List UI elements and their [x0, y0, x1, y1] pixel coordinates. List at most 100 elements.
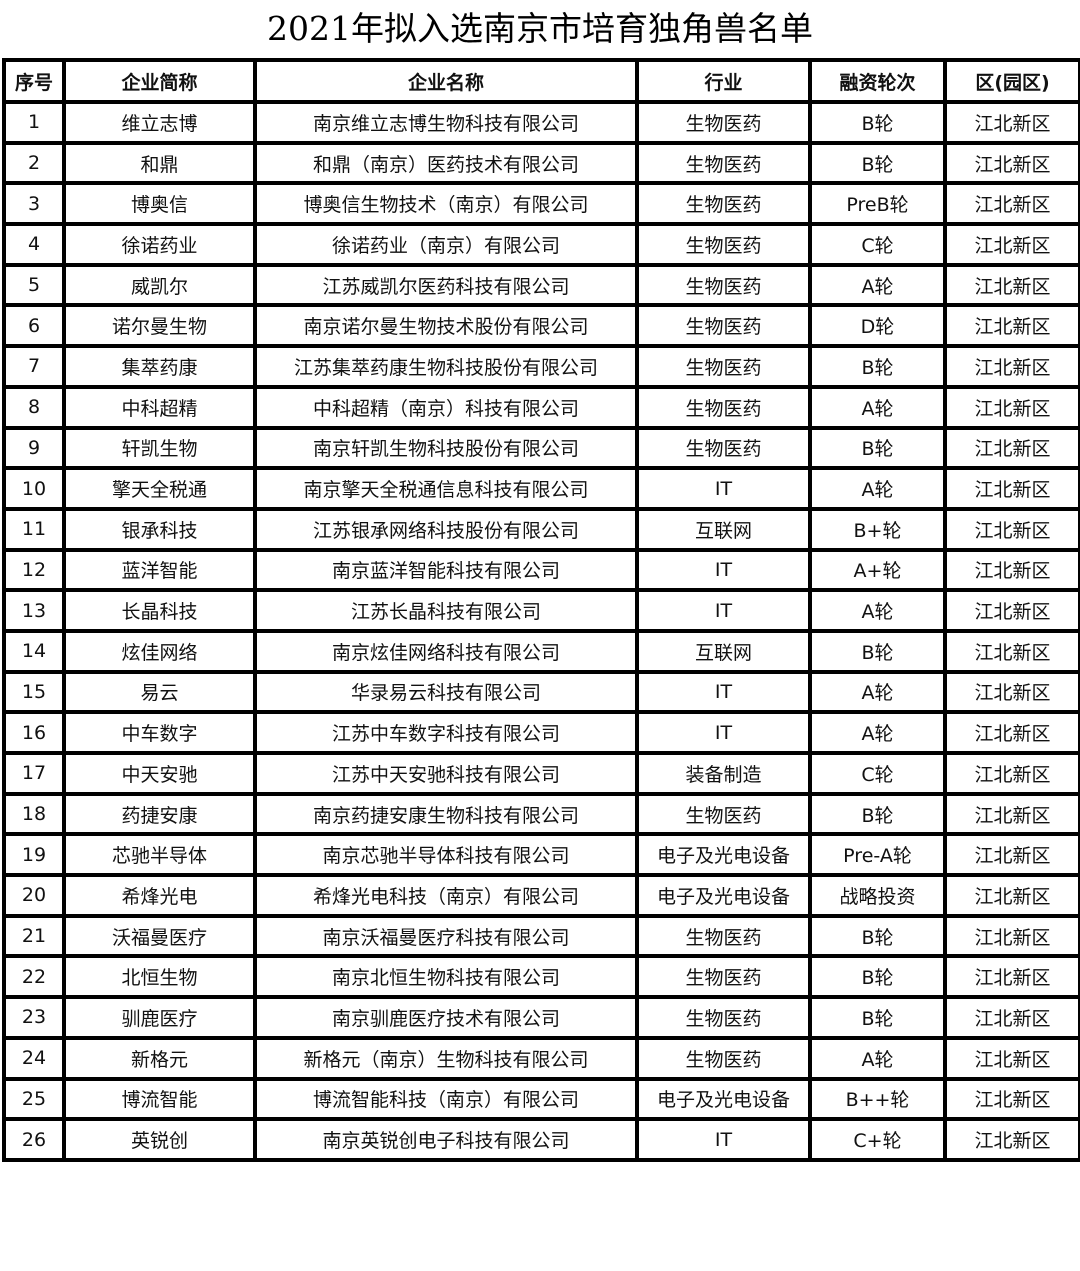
cell-industry: 装备制造 — [635, 751, 812, 796]
cell-industry: 电子及光电设备 — [635, 832, 812, 878]
cell-short-name: 博流智能 — [62, 1076, 257, 1122]
cell-short-name: 中科超精 — [62, 384, 257, 430]
cell-index: 5 — [2, 262, 66, 308]
table-row: 18 药捷安康 南京药捷安康生物科技有限公司 生物医药 B轮 江北新区 — [2, 791, 1080, 837]
table-row: 9 轩凯生物 南京轩凯生物科技股份有限公司 生物医药 B轮 江北新区 — [2, 425, 1080, 471]
cell-funding-round: B轮 — [808, 791, 947, 837]
cell-short-name: 博奥信 — [62, 181, 257, 227]
cell-district: 江北新区 — [943, 669, 1080, 715]
cell-index: 20 — [2, 873, 66, 918]
cell-company-name: 博流智能科技（南京）有限公司 — [253, 1076, 639, 1122]
table-row: 24 新格元 新格元（南京）生物科技有限公司 生物医药 A轮 江北新区 — [2, 1035, 1080, 1081]
table-row: 10 擎天全税通 南京擎天全税通信息科技有限公司 IT A轮 江北新区 — [2, 466, 1080, 511]
cell-index: 19 — [2, 832, 66, 878]
cell-index: 22 — [2, 954, 66, 1000]
cell-company-name: 南京擎天全税通信息科技有限公司 — [253, 466, 639, 511]
cell-company-name: 南京驯鹿医疗技术有限公司 — [253, 995, 639, 1040]
cell-district: 江北新区 — [943, 425, 1080, 471]
cell-index: 1 — [2, 100, 66, 145]
cell-industry: 生物医药 — [635, 303, 812, 349]
cell-short-name: 集萃药康 — [62, 344, 257, 389]
cell-index: 3 — [2, 181, 66, 227]
cell-district: 江北新区 — [943, 262, 1080, 308]
cell-district: 江北新区 — [943, 913, 1080, 959]
cell-company-name: 南京北恒生物科技有限公司 — [253, 954, 639, 1000]
cell-index: 25 — [2, 1076, 66, 1122]
cell-company-name: 南京维立志博生物科技有限公司 — [253, 100, 639, 145]
cell-funding-round: B轮 — [808, 344, 947, 389]
table-row: 23 驯鹿医疗 南京驯鹿医疗技术有限公司 生物医药 B轮 江北新区 — [2, 995, 1080, 1040]
cell-index: 13 — [2, 588, 66, 633]
cell-district: 江北新区 — [943, 751, 1080, 796]
cell-index: 23 — [2, 995, 66, 1040]
table-row: 6 诺尔曼生物 南京诺尔曼生物技术股份有限公司 生物医药 D轮 江北新区 — [2, 303, 1080, 349]
cell-funding-round: B轮 — [808, 995, 947, 1040]
cell-industry: 生物医药 — [635, 140, 812, 186]
cell-company-name: 南京炫佳网络科技有限公司 — [253, 628, 639, 674]
cell-district: 江北新区 — [943, 710, 1080, 755]
table-row: 2 和鼎 和鼎（南京）医药技术有限公司 生物医药 B轮 江北新区 — [2, 140, 1080, 186]
cell-industry: 电子及光电设备 — [635, 1076, 812, 1122]
cell-company-name: 中科超精（南京）科技有限公司 — [253, 384, 639, 430]
cell-index: 7 — [2, 344, 66, 389]
cell-short-name: 中天安驰 — [62, 751, 257, 796]
cell-company-name: 南京蓝洋智能科技有限公司 — [253, 547, 639, 593]
cell-district: 江北新区 — [943, 791, 1080, 837]
cell-company-name: 南京诺尔曼生物技术股份有限公司 — [253, 303, 639, 349]
cell-district: 江北新区 — [943, 466, 1080, 511]
cell-company-name: 江苏银承网络科技股份有限公司 — [253, 506, 639, 552]
cell-funding-round: B轮 — [808, 954, 947, 1000]
cell-short-name: 维立志博 — [62, 100, 257, 145]
cell-funding-round: C轮 — [808, 222, 947, 267]
cell-company-name: 江苏中车数字科技有限公司 — [253, 710, 639, 755]
cell-index: 2 — [2, 140, 66, 186]
table-row: 20 希烽光电 希烽光电科技（南京）有限公司 电子及光电设备 战略投资 江北新区 — [2, 873, 1080, 918]
table-row: 3 博奥信 博奥信生物技术（南京）有限公司 生物医药 PreB轮 江北新区 — [2, 181, 1080, 227]
cell-industry: 生物医药 — [635, 995, 812, 1040]
header-index: 序号 — [2, 58, 66, 104]
table-row: 19 芯驰半导体 南京芯驰半导体科技有限公司 电子及光电设备 Pre-A轮 江北新区 — [2, 832, 1080, 878]
cell-company-name: 南京芯驰半导体科技有限公司 — [253, 832, 639, 878]
cell-district: 江北新区 — [943, 1035, 1080, 1081]
cell-district: 江北新区 — [943, 1076, 1080, 1122]
cell-company-name: 南京沃福曼医疗科技有限公司 — [253, 913, 639, 959]
cell-funding-round: A轮 — [808, 588, 947, 633]
cell-funding-round: B轮 — [808, 628, 947, 674]
table-row: 1 维立志博 南京维立志博生物科技有限公司 生物医药 B轮 江北新区 — [2, 100, 1080, 145]
cell-index: 21 — [2, 913, 66, 959]
cell-district: 江北新区 — [943, 832, 1080, 878]
table-row: 12 蓝洋智能 南京蓝洋智能科技有限公司 IT A+轮 江北新区 — [2, 547, 1080, 593]
cell-company-name: 新格元（南京）生物科技有限公司 — [253, 1035, 639, 1081]
cell-short-name: 北恒生物 — [62, 954, 257, 1000]
cell-short-name: 沃福曼医疗 — [62, 913, 257, 959]
cell-industry: IT — [635, 588, 812, 633]
cell-district: 江北新区 — [943, 1117, 1080, 1162]
cell-short-name: 希烽光电 — [62, 873, 257, 918]
table-row: 11 银承科技 江苏银承网络科技股份有限公司 互联网 B+轮 江北新区 — [2, 506, 1080, 552]
cell-industry: 生物医药 — [635, 954, 812, 1000]
cell-industry: IT — [635, 710, 812, 755]
cell-company-name: 徐诺药业（南京）有限公司 — [253, 222, 639, 267]
cell-company-name: 华录易云科技有限公司 — [253, 669, 639, 715]
header-district: 区(园区) — [943, 58, 1080, 104]
cell-district: 江北新区 — [943, 222, 1080, 267]
cell-index: 12 — [2, 547, 66, 593]
cell-industry: 生物医药 — [635, 262, 812, 308]
cell-industry: 生物医药 — [635, 344, 812, 389]
cell-company-name: 博奥信生物技术（南京）有限公司 — [253, 181, 639, 227]
cell-industry: IT — [635, 547, 812, 593]
table-row: 21 沃福曼医疗 南京沃福曼医疗科技有限公司 生物医药 B轮 江北新区 — [2, 913, 1080, 959]
cell-district: 江北新区 — [943, 303, 1080, 349]
cell-industry: IT — [635, 466, 812, 511]
cell-industry: 生物医药 — [635, 913, 812, 959]
cell-industry: 生物医药 — [635, 181, 812, 227]
cell-industry: 生物医药 — [635, 222, 812, 267]
cell-index: 15 — [2, 669, 66, 715]
table-header-row: 序号 企业简称 企业名称 行业 融资轮次 区(园区) — [2, 58, 1080, 104]
cell-company-name: 江苏长晶科技有限公司 — [253, 588, 639, 633]
cell-short-name: 新格元 — [62, 1035, 257, 1081]
cell-funding-round: B++轮 — [808, 1076, 947, 1122]
table-row: 5 威凯尔 江苏威凯尔医药科技有限公司 生物医药 A轮 江北新区 — [2, 262, 1080, 308]
cell-district: 江北新区 — [943, 628, 1080, 674]
cell-index: 24 — [2, 1035, 66, 1081]
